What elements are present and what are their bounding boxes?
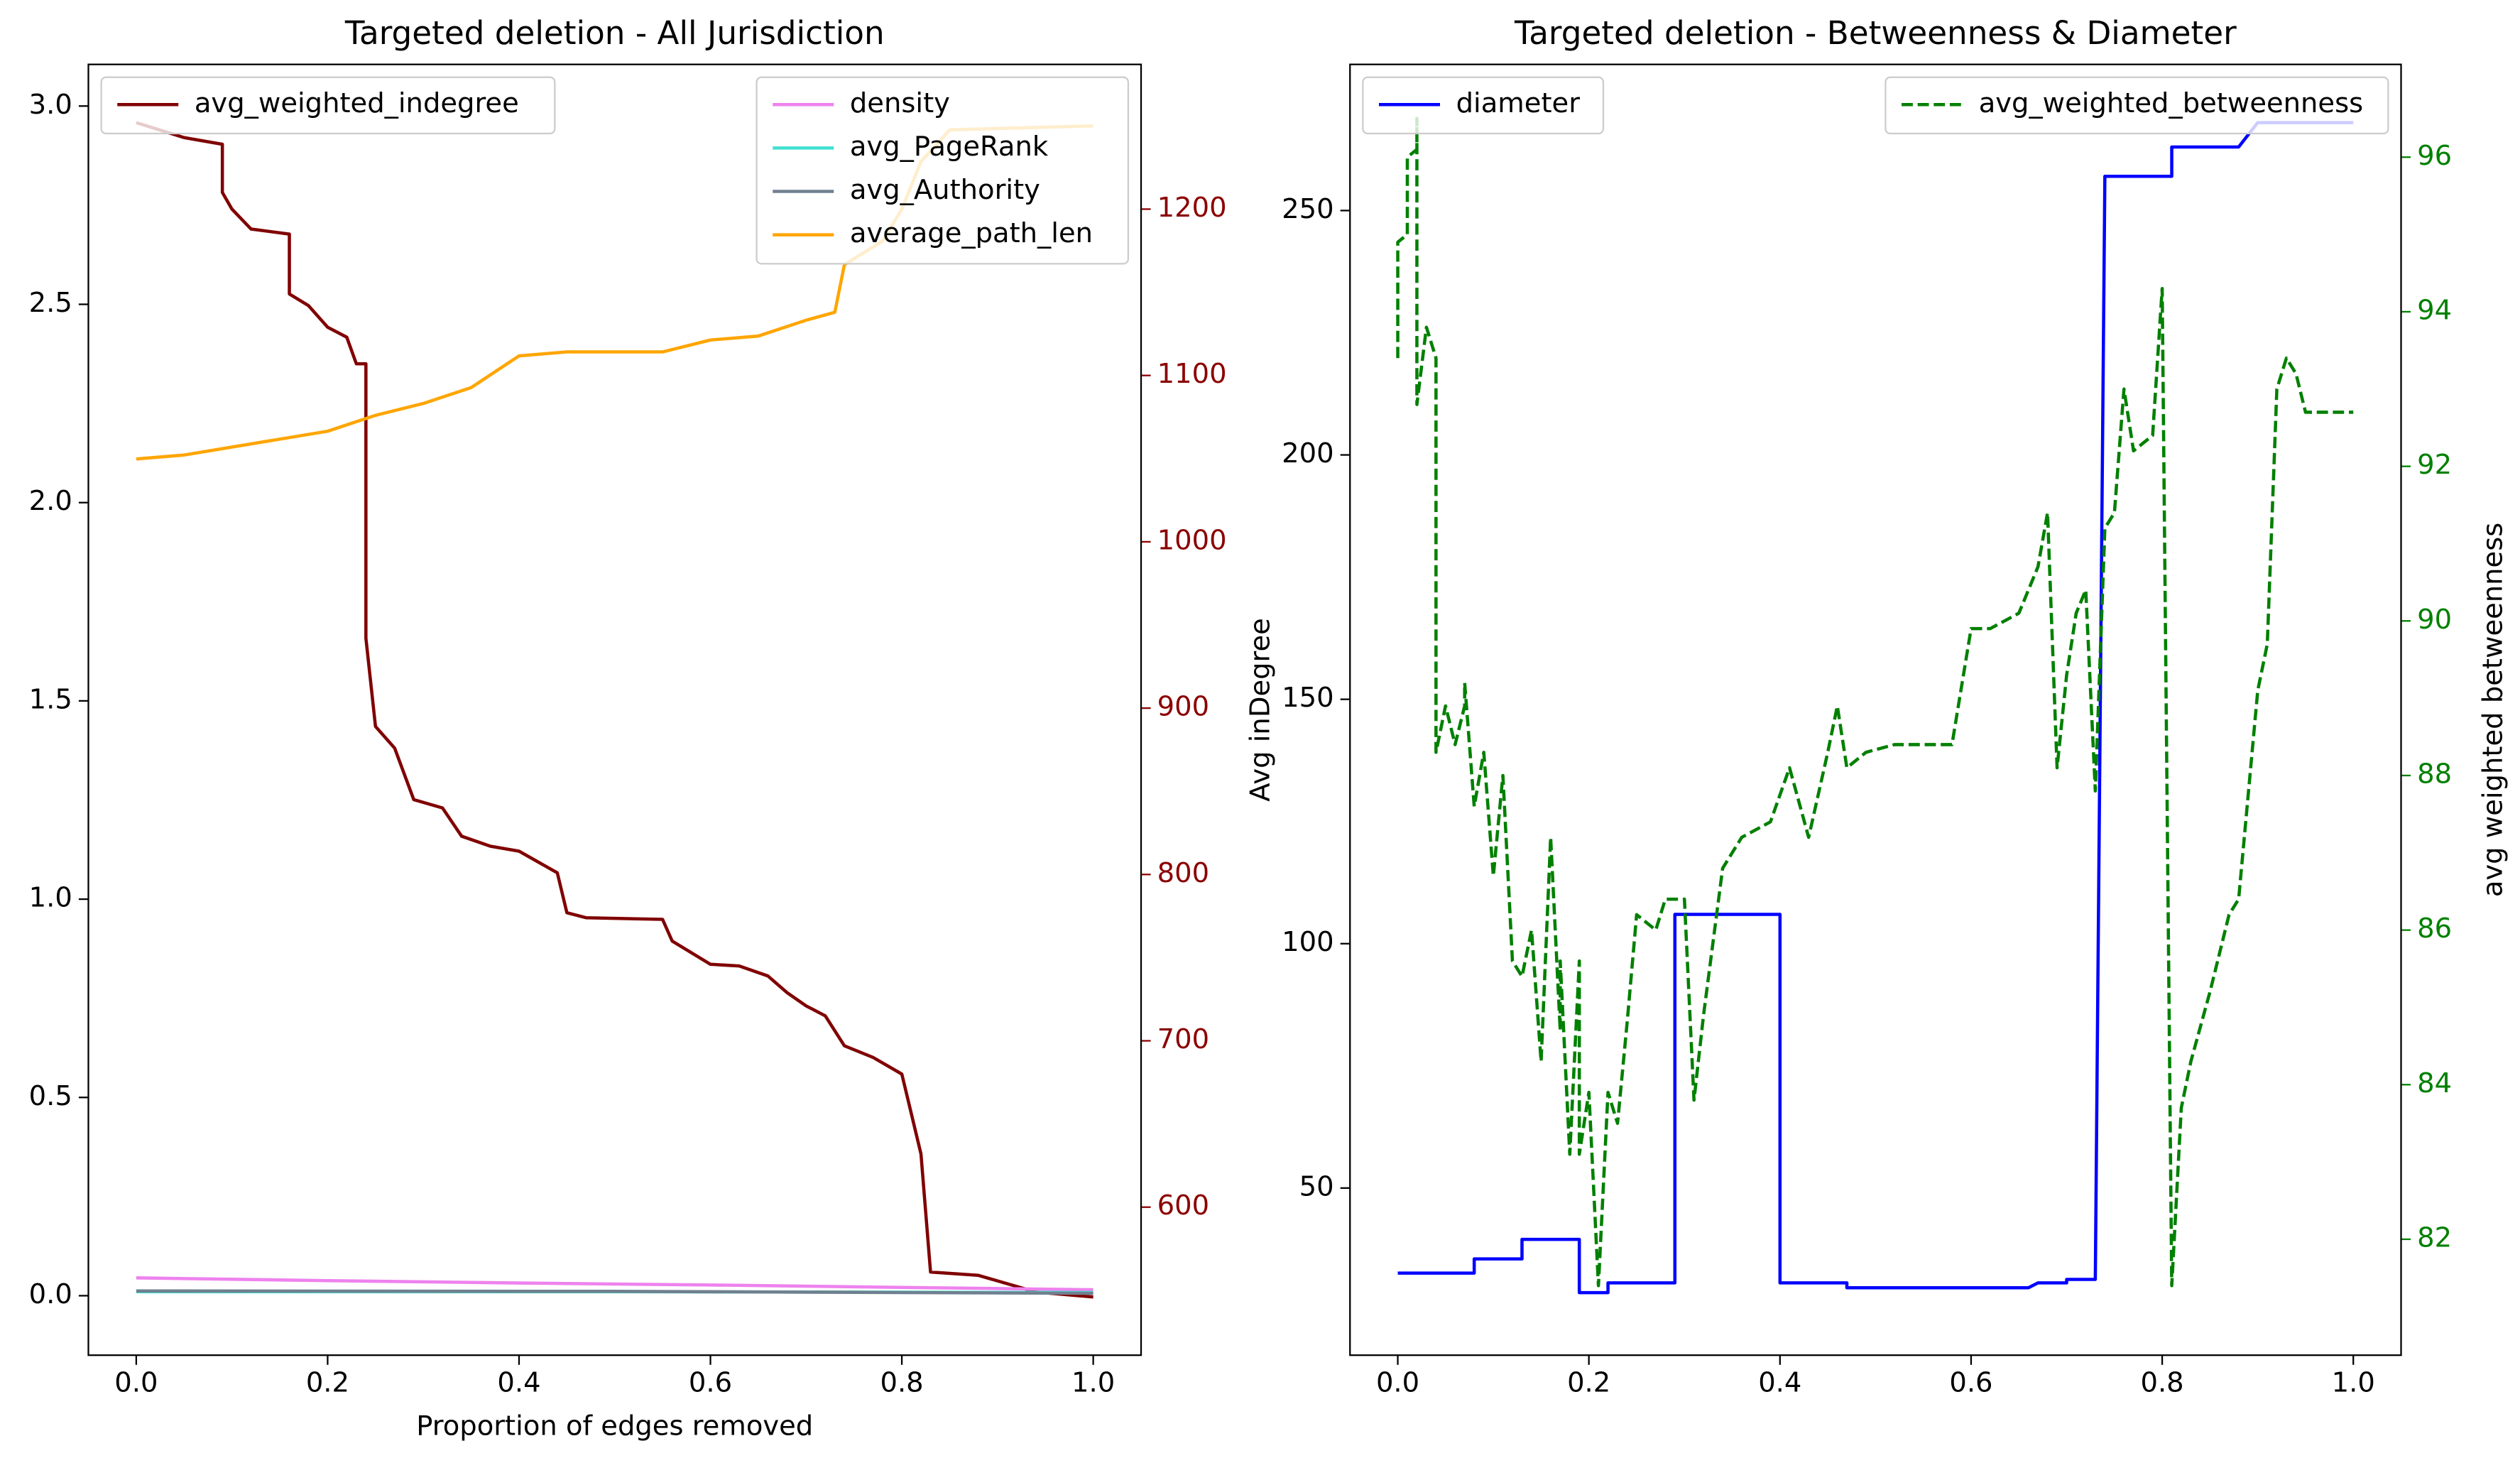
y2-tick-label: 86 xyxy=(2417,913,2452,945)
x-tick-label: 0.0 xyxy=(1376,1366,1419,1398)
y-tick-label: 3.0 xyxy=(29,89,72,121)
y2-tick-label: 88 xyxy=(2417,758,2452,790)
x-tick-label: 0.6 xyxy=(689,1366,732,1398)
y2-tick-label: 1000 xyxy=(1157,524,1227,556)
y2-tick-label: 700 xyxy=(1157,1023,1209,1055)
x-tick-label: 0.8 xyxy=(2140,1366,2183,1398)
y-axis-label: Avg inDegree xyxy=(1244,618,1276,802)
x-axis-label: Proportion of edges removed xyxy=(416,1410,813,1442)
y2-tick-label: 1100 xyxy=(1157,358,1227,390)
legend-label: avg_PageRank xyxy=(850,131,1049,163)
y2-tick-label: 92 xyxy=(2417,449,2452,481)
x-tick-label: 0.6 xyxy=(1949,1366,1992,1398)
legend-label: average_path_len xyxy=(850,217,1093,249)
legend-label: avg_weighted_betweenness xyxy=(1979,87,2363,119)
y2-tick-label: 90 xyxy=(2417,604,2452,636)
series-line xyxy=(1396,116,2354,1288)
legend-label: diameter xyxy=(1456,87,1581,119)
plot-frame xyxy=(1349,63,2402,1356)
y2-tick-label: 82 xyxy=(2417,1222,2452,1253)
y-tick-label: 1.5 xyxy=(29,683,72,715)
x-tick-label: 0.4 xyxy=(497,1366,540,1398)
legend-box xyxy=(1884,76,2389,135)
y2-tick-label: 94 xyxy=(2417,294,2452,326)
legend-box xyxy=(1362,76,1605,135)
x-tick-label: 0.2 xyxy=(306,1366,349,1398)
y-tick-label: 50 xyxy=(1299,1170,1334,1202)
y-tick-label: 150 xyxy=(1282,682,1333,714)
y2-tick-label: 84 xyxy=(2417,1067,2452,1099)
y2-tick-label: 800 xyxy=(1157,857,1209,889)
y2-tick-label: 96 xyxy=(2417,140,2452,172)
plot-frame xyxy=(87,63,1142,1356)
legend-label: avg_Authority xyxy=(850,174,1040,206)
y-tick-label: 200 xyxy=(1282,437,1333,469)
chart-title: Targeted deletion - All Jurisdiction xyxy=(344,14,885,52)
x-tick-label: 0.4 xyxy=(1758,1366,1801,1398)
y-tick-label: 1.0 xyxy=(29,882,72,914)
x-tick-label: 0.2 xyxy=(1567,1366,1610,1398)
x-tick-label: 1.0 xyxy=(1071,1366,1115,1398)
legend-label: avg_weighted_indegree xyxy=(195,87,519,119)
series-line xyxy=(136,121,1093,1299)
chart-title: Targeted deletion - Betweenness & Diamet… xyxy=(1514,14,2237,52)
y-tick-label: 0.5 xyxy=(29,1080,72,1112)
y2-tick-label: 900 xyxy=(1157,691,1209,723)
x-tick-label: 1.0 xyxy=(2332,1366,2375,1398)
y-tick-label: 2.5 xyxy=(29,287,72,319)
x-tick-label: 0.8 xyxy=(880,1366,923,1398)
y-tick-label: 250 xyxy=(1282,193,1333,225)
legend-label: density xyxy=(850,87,950,119)
x-tick-label: 0.0 xyxy=(114,1366,158,1398)
y2-axis-label: avg weighted betweenness xyxy=(2477,523,2509,897)
legend-box xyxy=(756,76,1130,265)
y2-tick-label: 600 xyxy=(1157,1190,1209,1222)
y-tick-label: 0.0 xyxy=(29,1278,72,1310)
series-line xyxy=(1397,121,2354,1295)
series-line xyxy=(136,1276,1093,1292)
y2-tick-label: 1200 xyxy=(1157,192,1227,224)
legend-box xyxy=(100,76,556,135)
y-tick-label: 2.0 xyxy=(29,485,72,517)
y-tick-label: 100 xyxy=(1282,926,1333,958)
series-line xyxy=(136,1289,1093,1295)
